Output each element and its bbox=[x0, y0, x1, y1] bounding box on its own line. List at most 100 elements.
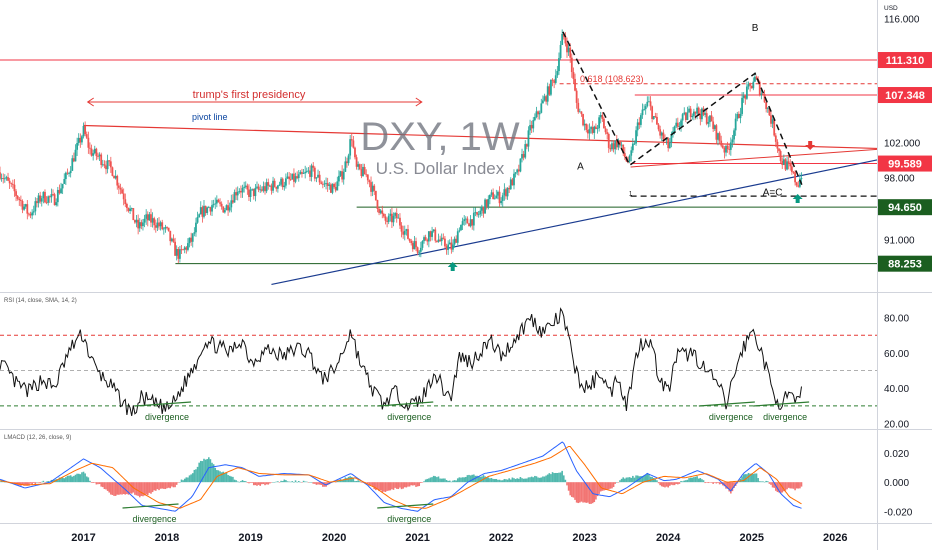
candle-body bbox=[482, 206, 485, 214]
macd-hist-bar bbox=[566, 482, 568, 486]
macd-hist-bar bbox=[410, 482, 412, 486]
candle-body bbox=[419, 247, 422, 252]
macd-hist-bar bbox=[301, 482, 303, 483]
candle-body bbox=[553, 80, 556, 83]
candle-body bbox=[683, 112, 686, 115]
macd-hist-bar bbox=[561, 470, 563, 483]
macd-hist-bar bbox=[126, 482, 128, 495]
candle-body bbox=[595, 126, 597, 130]
candle-body bbox=[497, 191, 499, 196]
macd-hist-bar bbox=[603, 482, 605, 491]
candle-body bbox=[386, 220, 389, 222]
candle-body bbox=[476, 212, 478, 215]
candle-body bbox=[10, 183, 13, 185]
x-tick-label: 2022 bbox=[489, 532, 513, 544]
candle-body bbox=[770, 115, 772, 124]
candle-body bbox=[721, 145, 724, 148]
candle-body bbox=[550, 79, 552, 95]
macd-hist-bar bbox=[553, 473, 555, 483]
macd-hist-bar bbox=[26, 482, 29, 486]
macd-hist-bar bbox=[413, 482, 416, 486]
candle-body bbox=[538, 112, 541, 115]
macd-hist-bar bbox=[187, 477, 189, 483]
candle-body bbox=[542, 100, 544, 104]
candle-body bbox=[429, 231, 432, 237]
macd-hist-bar bbox=[116, 482, 119, 495]
candle-body bbox=[223, 210, 226, 213]
candle-body bbox=[623, 153, 626, 158]
macd-hist-bar bbox=[389, 482, 392, 491]
macd-hist-bar bbox=[648, 474, 650, 483]
candle-body bbox=[506, 187, 509, 197]
macd-hist-bar bbox=[619, 480, 621, 483]
macd-hist-bar bbox=[771, 482, 774, 488]
candle-body bbox=[326, 183, 329, 186]
macd-hist-bar bbox=[405, 482, 408, 488]
macd-hist-bar bbox=[468, 474, 470, 483]
candle-body bbox=[185, 247, 188, 250]
candle-body bbox=[516, 169, 519, 173]
macd-hist-bar bbox=[142, 482, 144, 497]
macd-hist-bar bbox=[497, 479, 499, 483]
macd-hist-bar bbox=[31, 482, 33, 486]
macd-hist-bar bbox=[506, 479, 509, 483]
divergence-line bbox=[698, 401, 755, 407]
candle-body bbox=[169, 230, 172, 242]
macd-hist-bar bbox=[113, 482, 115, 496]
macd-hist-bar bbox=[354, 481, 356, 483]
macd-hist-bar bbox=[402, 482, 404, 489]
candle-body bbox=[85, 134, 88, 138]
candle-body bbox=[530, 125, 533, 129]
candle-body bbox=[8, 180, 11, 184]
macd-hist-bar bbox=[394, 482, 396, 488]
macd-hist-bar bbox=[778, 482, 780, 493]
candle-body bbox=[106, 160, 109, 170]
macd-hist-bar bbox=[376, 482, 379, 490]
macd-hist-bar bbox=[342, 479, 345, 483]
macd-hist-bar bbox=[453, 480, 456, 483]
candle-body bbox=[389, 213, 392, 216]
macd-hist-bar bbox=[28, 482, 30, 486]
macd-hist-bar bbox=[135, 482, 138, 496]
candle-body bbox=[630, 150, 633, 156]
candle-body bbox=[747, 84, 750, 87]
macd-hist-bar bbox=[556, 473, 559, 483]
candle-body bbox=[668, 142, 671, 149]
macd-hist-bar bbox=[550, 474, 552, 483]
candle-body bbox=[591, 127, 594, 133]
macd-hist-bar bbox=[238, 481, 241, 483]
candle-body bbox=[423, 237, 425, 242]
candle-body bbox=[320, 182, 323, 184]
macd-hist-bar bbox=[219, 471, 221, 483]
candle-body bbox=[116, 175, 119, 186]
macd-hist-bar bbox=[360, 482, 363, 483]
candle-body bbox=[786, 161, 788, 170]
macd-hist-bar bbox=[694, 476, 697, 483]
macd-hist-bar bbox=[79, 474, 82, 483]
macd-hist-bar bbox=[426, 478, 429, 483]
macd-tick-label: 0.000 bbox=[884, 478, 909, 489]
macd-hist-bar bbox=[166, 482, 168, 489]
candle-body bbox=[572, 72, 575, 79]
macd-hist-bar bbox=[129, 482, 131, 494]
macd-hist-bar bbox=[74, 474, 77, 483]
macd-hist-bar bbox=[428, 478, 430, 483]
candle-body bbox=[151, 218, 154, 223]
candle-body bbox=[267, 182, 270, 186]
macd-hist-bar bbox=[792, 482, 795, 489]
macd-hist-bar bbox=[559, 472, 562, 483]
candle-body bbox=[639, 115, 642, 125]
candle-body bbox=[574, 78, 576, 91]
candle-body bbox=[551, 79, 554, 81]
macd-hist-bar bbox=[232, 476, 234, 483]
candle-body bbox=[82, 125, 85, 137]
candle-body bbox=[248, 189, 250, 197]
candle-body bbox=[113, 175, 115, 179]
macd-hist-bar bbox=[151, 482, 154, 493]
candle-body bbox=[117, 185, 120, 188]
candle-body bbox=[609, 147, 612, 150]
candle-body bbox=[321, 183, 324, 185]
macd-hist-bar bbox=[665, 482, 668, 487]
macd-hist-bar bbox=[794, 482, 796, 491]
